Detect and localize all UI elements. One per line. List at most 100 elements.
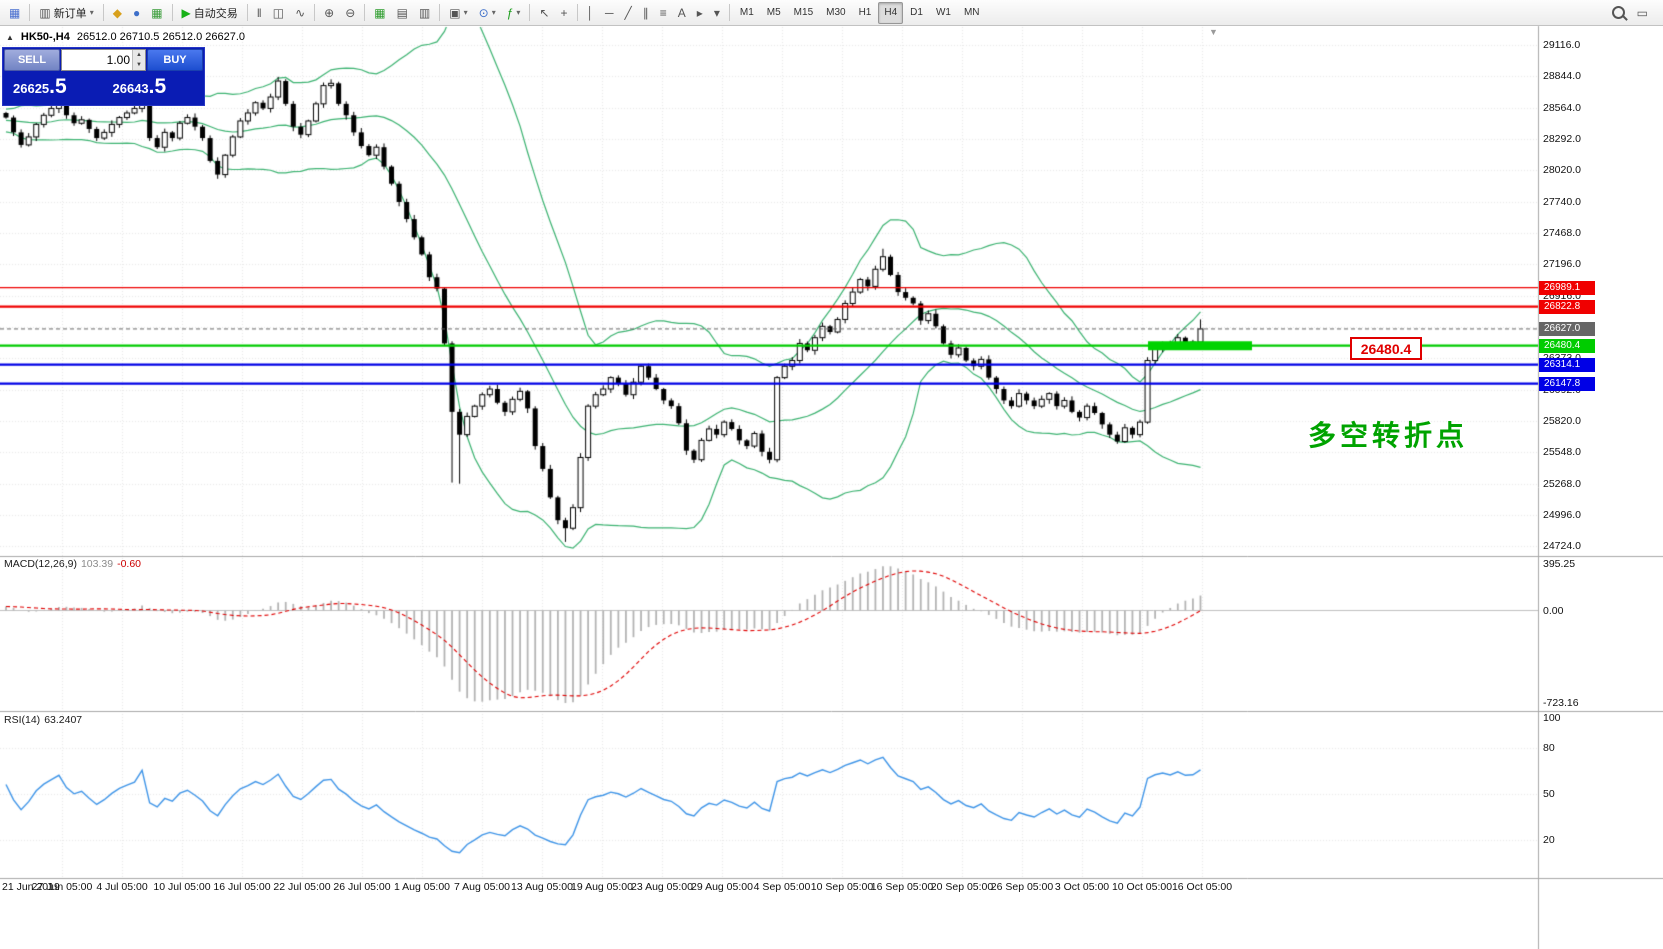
dropdown-arrow-icon: ▾: [463, 8, 468, 17]
volume-increase-button[interactable]: ▲: [133, 50, 145, 60]
symbol-search-button[interactable]: [1607, 2, 1630, 24]
time-axis-label: 19 Aug 05:00: [571, 881, 633, 893]
arrow-tool-icon: ▸: [696, 5, 703, 20]
volume-spinner: ▲ ▼: [132, 50, 145, 70]
app-window-icon[interactable]: ▦: [4, 2, 25, 24]
price-callout-label[interactable]: 26480.4: [1350, 337, 1422, 360]
dropdown-arrow-icon: ▾: [516, 8, 521, 17]
time-axis-label: 10 Sep 05:00: [810, 881, 874, 893]
time-axis-label: 10 Jul 05:00: [153, 881, 211, 893]
price-tag-26480.4[interactable]: 26480.4: [1539, 338, 1595, 353]
macd-value: 103.39: [80, 558, 114, 570]
channel-tool-button[interactable]: ∥: [638, 2, 654, 24]
trendline-tool-button[interactable]: ╱: [620, 2, 637, 24]
price-tag-26314.1[interactable]: 26314.1: [1539, 357, 1595, 372]
new-chart-button[interactable]: ▣ ▾: [444, 2, 472, 24]
horizontal-line-tool-icon: ─: [605, 5, 614, 20]
crosshair-tool-button[interactable]: +: [556, 2, 573, 24]
price-tag-26822.8[interactable]: 26822.8: [1539, 299, 1595, 314]
zoom-out-button[interactable]: ⊖: [340, 2, 360, 24]
time-axis-label: 21 Jun 2019: [2, 881, 60, 893]
vertical-line-tool-button[interactable]: │: [582, 2, 600, 24]
line-chart-button[interactable]: ∿: [290, 2, 310, 24]
chart-title: ▲ HK50-,H4 26512.0 26710.5 26512.0 26627…: [6, 31, 245, 43]
metaeditor-button[interactable]: ◆: [108, 2, 127, 24]
volume-decrease-button[interactable]: ▼: [133, 60, 145, 70]
new-chart-icon: ▣: [449, 5, 461, 20]
buy-price: 26643.5: [104, 71, 204, 104]
chart-symbol-period: HK50-,H4: [20, 31, 70, 43]
arrange-windows-icon: ▥: [418, 5, 431, 20]
time-axis-label: 16 Oct 05:00: [1171, 881, 1233, 893]
cursor-tool-icon: ↖: [539, 5, 550, 20]
timeframe-mn-button[interactable]: MN: [963, 7, 980, 18]
line-chart-icon: ∿: [295, 5, 306, 20]
macd-signal-value: -0.60: [117, 558, 142, 570]
zoom-in-button[interactable]: ⊕: [319, 2, 339, 24]
indicators-icon: ƒ: [506, 5, 514, 20]
cascade-windows-button[interactable]: ▤: [392, 2, 413, 24]
sell-price-pips: .5: [49, 75, 67, 98]
macd-axis-label: 395.25: [1543, 558, 1576, 570]
price-axis-label: 27468.0: [1543, 226, 1581, 239]
macd-axis-label: 0.00: [1543, 604, 1564, 617]
bar-chart-button[interactable]: ‖: [252, 2, 267, 24]
sell-price: 26625.5: [4, 71, 104, 104]
toolbar-separator: [102, 4, 104, 21]
timeframe-w1-button[interactable]: W1: [935, 7, 951, 18]
price-axis-label: 28564.0: [1543, 101, 1581, 114]
candlestick-chart-button[interactable]: ◫: [268, 2, 289, 24]
new-order-button[interactable]: ▥ 新订单 ▾: [34, 2, 98, 24]
window-list-icon: ▭: [1636, 5, 1648, 20]
trendline-tool-icon: ╱: [624, 5, 632, 20]
window-list-button[interactable]: ▭: [1632, 2, 1653, 24]
time-axis-label: 29 Aug 05:00: [691, 881, 753, 893]
price-tag-26627.0[interactable]: 26627.0: [1539, 321, 1595, 336]
tile-windows-button[interactable]: ▦: [369, 2, 390, 24]
price-axis-label: 27740.0: [1543, 195, 1581, 208]
timeframe-m1-button[interactable]: M1: [739, 7, 754, 18]
arrange-windows-button[interactable]: ▥: [414, 2, 435, 24]
chart-collapse-icon[interactable]: ▲: [6, 32, 14, 42]
timeframe-m30-button[interactable]: M30: [826, 7, 846, 18]
toolbar-separator: [529, 4, 531, 21]
macd-indicator-label: MACD(12,26,9) 103.39 -0.60: [4, 558, 141, 570]
sell-button[interactable]: SELL: [4, 49, 60, 71]
timeframe-m5-button[interactable]: M5: [766, 7, 781, 18]
macd-name: MACD(12,26,9): [4, 558, 77, 570]
profiles-button[interactable]: ⊙ ▾: [474, 2, 501, 24]
terminal-button[interactable]: ▦: [146, 2, 167, 24]
price-axis-label: 25820.0: [1543, 414, 1581, 427]
zoom-in-icon: ⊕: [324, 5, 335, 20]
chart-shift-marker[interactable]: ▼: [1209, 27, 1218, 37]
cursor-tool-button[interactable]: ↖: [534, 2, 554, 24]
price-axis-label: 25268.0: [1543, 477, 1581, 490]
time-axis-label: 13 Aug 05:00: [511, 881, 573, 893]
price-tag-26147.8[interactable]: 26147.8: [1539, 376, 1595, 391]
autotrading-button[interactable]: ▶ 自动交易: [177, 2, 243, 24]
time-axis-label: 4 Jul 05:00: [96, 881, 148, 893]
macd-axis-label: -723.16: [1543, 697, 1579, 709]
buy-button[interactable]: BUY: [147, 49, 203, 71]
vertical-line-tool-icon: │: [586, 5, 595, 20]
price-tag-26989.1[interactable]: 26989.1: [1539, 280, 1595, 295]
shapes-tool-button[interactable]: ▾: [709, 2, 725, 24]
volume-input[interactable]: [62, 50, 132, 70]
toolbar-right-group: ▭: [1607, 2, 1659, 24]
arrow-tool-button[interactable]: ▸: [692, 2, 708, 24]
timeframe-m15-button[interactable]: M15: [793, 7, 814, 18]
time-axis-label: 23 Aug 05:00: [631, 881, 693, 893]
tile-windows-icon: ▦: [374, 5, 386, 20]
timeframe-h4-button[interactable]: H4: [878, 1, 904, 24]
timeframe-h1-button[interactable]: H1: [858, 7, 872, 18]
time-axis-label: 3 Oct 05:00: [1054, 881, 1110, 893]
fibonacci-tool-button[interactable]: ≡: [655, 2, 672, 24]
price-axis-label: 27196.0: [1543, 258, 1581, 271]
horizontal-line-tool-button[interactable]: ─: [600, 2, 619, 24]
timeframe-d1-button[interactable]: D1: [910, 7, 923, 18]
text-tool-button[interactable]: A: [673, 2, 691, 24]
market-watch-button[interactable]: ●: [128, 2, 145, 24]
indicators-button[interactable]: ƒ ▾: [502, 2, 526, 24]
toolbar-separator: [576, 4, 578, 21]
